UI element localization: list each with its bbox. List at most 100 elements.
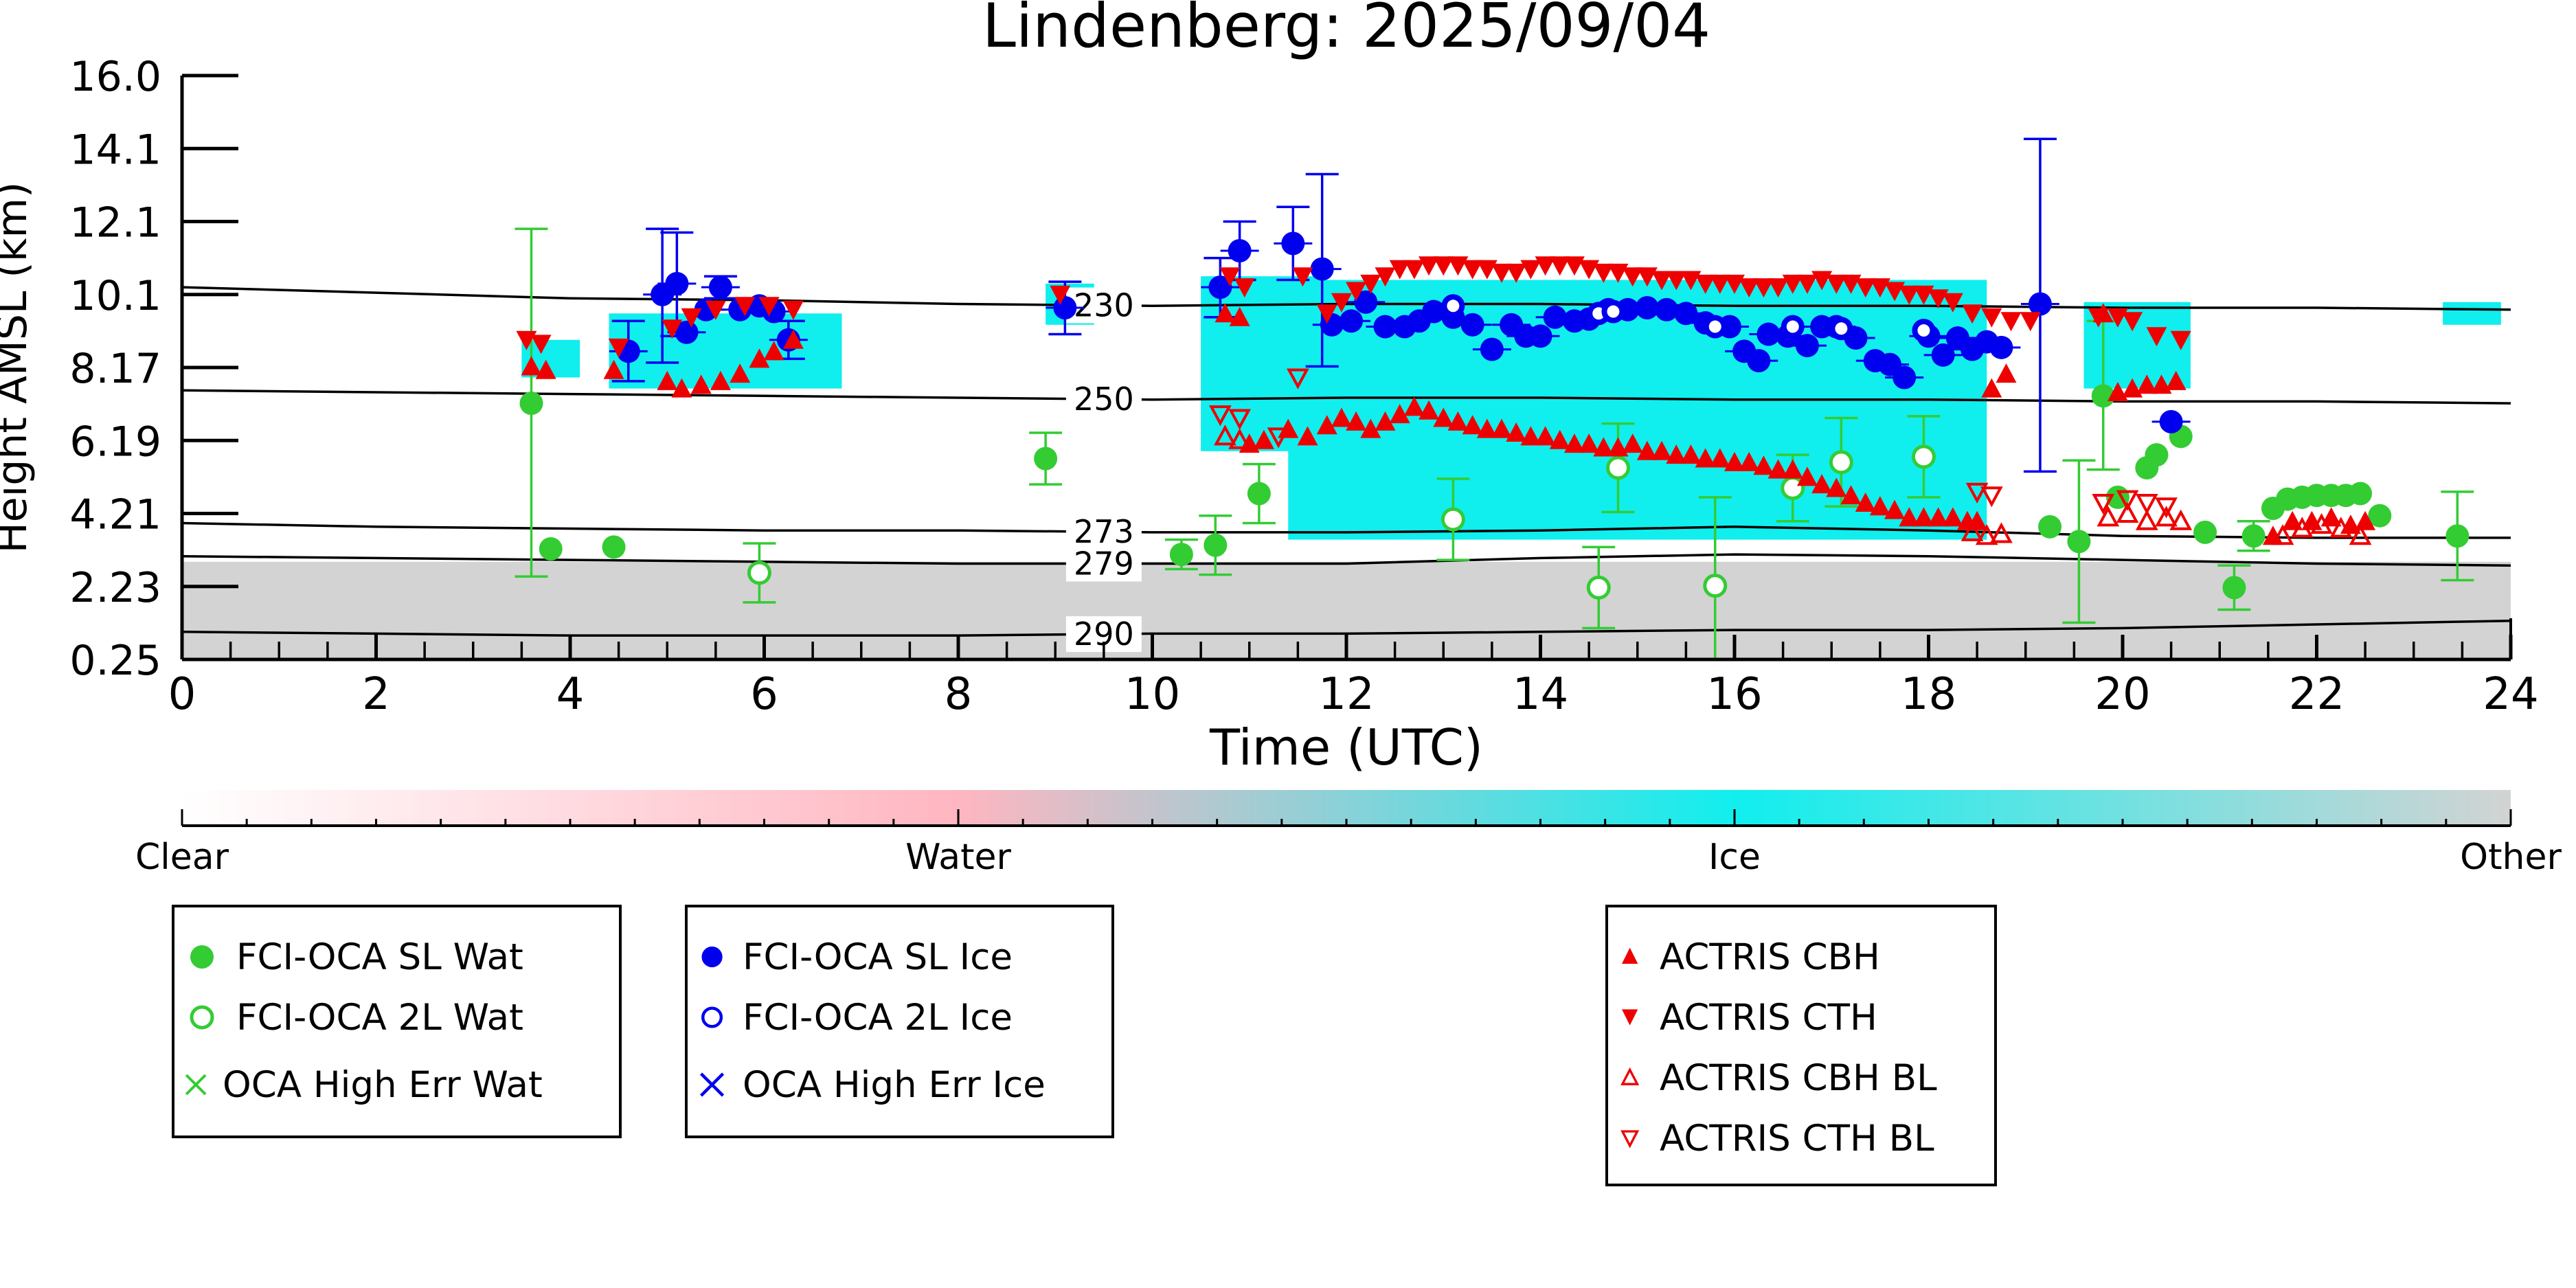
data-point <box>535 359 556 379</box>
data-point <box>2155 497 2178 519</box>
contour-label-bg <box>1065 381 1142 418</box>
data-point <box>681 308 702 328</box>
legend-item-higherr-wat: OCA High Err Wat <box>174 1057 543 1112</box>
contour-label: 250 <box>1074 381 1134 418</box>
data-point <box>1593 437 1614 457</box>
data-point <box>1419 400 1440 420</box>
legend-item-cbh-bl: ACTRIS CBH BL <box>1608 1050 1937 1105</box>
data-point <box>1695 448 1716 468</box>
data-point <box>2282 510 2303 530</box>
data-point <box>1360 418 1381 438</box>
data-point <box>1433 256 1454 276</box>
data-point <box>1316 304 1337 324</box>
data-point <box>1354 290 1378 314</box>
triangle-down-open-icon <box>1620 1130 1640 1149</box>
data-point <box>1796 274 1818 294</box>
y-tick-label: 2.23 <box>69 564 161 612</box>
contour-label: 273 <box>1074 513 1134 550</box>
data-point <box>1403 396 1425 416</box>
data-point <box>2067 530 2091 554</box>
data-point <box>1899 285 1920 305</box>
y-tick-label: 8.17 <box>69 345 161 393</box>
legend-label: FCI-OCA 2L Ice <box>743 996 1013 1039</box>
data-point <box>1050 285 1071 305</box>
data-point <box>1549 429 1570 449</box>
y-tick-label: 16.0 <box>69 53 161 101</box>
data-point <box>1346 282 1367 302</box>
legend-item-cth-bl: ACTRIS CTH BL <box>1608 1111 1934 1166</box>
data-point <box>1229 306 1250 326</box>
data-point <box>1375 411 1396 431</box>
data-point <box>1739 278 1760 298</box>
legend-label: ACTRIS CTH BL <box>1660 1117 1934 1160</box>
triangle-down-filled-icon <box>1622 1009 1638 1026</box>
data-point <box>1753 278 1774 298</box>
data-point <box>2145 443 2169 467</box>
data-point <box>671 378 692 398</box>
data-point <box>1228 428 1251 449</box>
data-point <box>1899 507 1920 527</box>
data-point <box>1297 426 1318 446</box>
legend-label: OCA High Err Wat <box>223 1063 543 1106</box>
data-point <box>1419 256 1440 276</box>
data-point <box>2028 292 2052 316</box>
data-point <box>2116 490 2139 511</box>
data-point <box>2088 308 2109 328</box>
data-point <box>2122 312 2143 332</box>
contour-label-bg <box>1065 287 1142 324</box>
data-point <box>2092 493 2115 515</box>
data-point <box>1708 320 1721 333</box>
data-point <box>1724 451 1745 471</box>
data-point <box>1829 450 1853 475</box>
legend-actris: ACTRIS CBH ACTRIS CTH ACTRIS CBH BL ACTR… <box>1605 905 1997 1186</box>
data-point <box>1636 440 1658 460</box>
x-tick-label: 18 <box>1901 669 1956 720</box>
legend-label: ACTRIS CBH BL <box>1660 1057 1937 1099</box>
data-point <box>1756 322 1781 346</box>
data-point <box>1826 477 1847 497</box>
data-point <box>1267 427 1290 449</box>
data-point <box>1462 260 1483 280</box>
data-point <box>2159 409 2183 433</box>
open-circle-icon <box>190 1005 214 1030</box>
data-point <box>690 374 712 394</box>
data-point <box>1234 278 1255 298</box>
data-point <box>1942 507 1963 527</box>
background-region-ice <box>609 313 842 389</box>
legend-item-higherr-ice: OCA High Err Ice <box>688 1057 1046 1112</box>
data-point <box>1709 274 1730 294</box>
data-point <box>675 320 699 344</box>
data-point <box>1563 256 1585 276</box>
data-point <box>1622 433 1643 453</box>
data-point <box>2169 509 2193 530</box>
filled-circle-icon <box>701 946 723 968</box>
data-point <box>1491 418 1512 438</box>
data-point <box>1911 444 1936 469</box>
x-tick-label: 6 <box>750 669 778 720</box>
contour-line-250 <box>182 389 2511 405</box>
data-point <box>1214 425 1236 446</box>
data-point <box>657 370 678 390</box>
data-point <box>539 537 563 561</box>
data-point <box>1622 267 1643 287</box>
y-tick-label: 4.21 <box>69 491 161 539</box>
data-point <box>1893 365 1917 389</box>
data-point <box>1975 524 1998 545</box>
data-point <box>2241 524 2266 548</box>
data-point <box>1869 496 1890 516</box>
data-point <box>734 297 756 317</box>
data-point <box>608 338 629 358</box>
data-point <box>1549 256 1570 276</box>
data-point <box>1855 492 1876 512</box>
data-point <box>2135 493 2158 515</box>
axes: 0 2 4 6 8 10 12 14 16 18 20 22 240.252.234.216.198.1… <box>69 53 2538 720</box>
data-point <box>1931 343 1955 367</box>
legend-item-2l-wat: FCI-OCA 2L Wat <box>174 990 523 1045</box>
data-point <box>603 359 624 379</box>
open-circle-icon <box>701 1006 723 1028</box>
background-region-ice <box>2443 302 2501 325</box>
data-point <box>1651 271 1673 291</box>
data-point <box>1373 315 1397 339</box>
x-tick-label: 24 <box>2483 669 2538 720</box>
series-fci-oca-2l-wat <box>743 415 1941 661</box>
